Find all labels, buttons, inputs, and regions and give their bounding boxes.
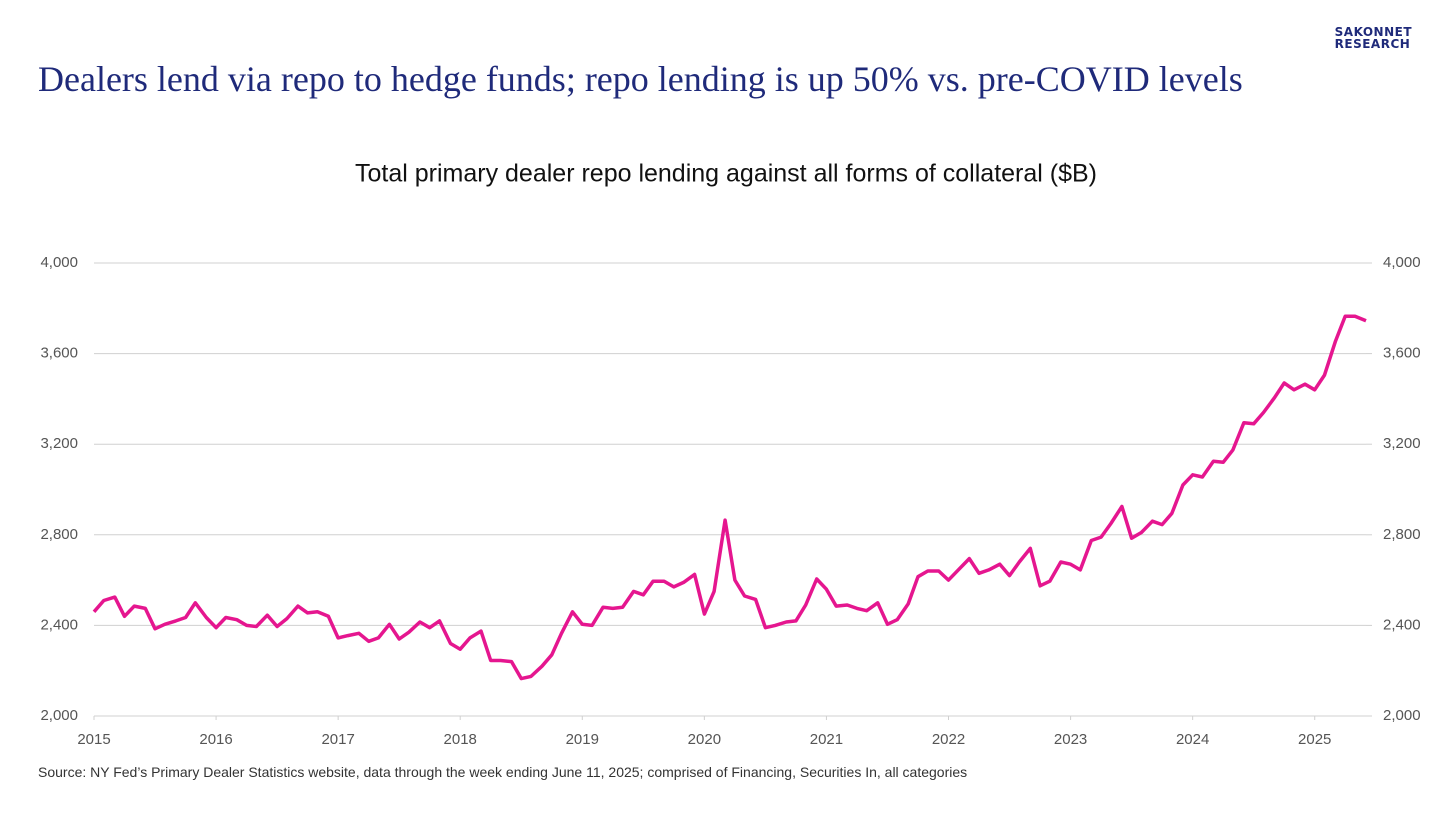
x-tick-label: 2022 <box>932 731 965 748</box>
y2-tick-label: 4,000 <box>1383 254 1421 271</box>
x-tick-label: 2016 <box>199 731 232 748</box>
y2-tick-label: 2,800 <box>1383 526 1421 543</box>
brand-logo: SAKONNET RESEARCH <box>1335 26 1412 50</box>
header-title: Dealers lend via repo to hedge funds; re… <box>38 59 1243 99</box>
brand-line: RESEARCH <box>1334 37 1411 51</box>
brand-line: SAKONNET <box>1334 25 1412 39</box>
x-tick-label: 2024 <box>1176 731 1209 748</box>
y-tick-label: 2,400 <box>40 616 78 633</box>
x-tick-label: 2018 <box>444 731 477 748</box>
y2-tick-label: 3,600 <box>1383 345 1421 362</box>
y2-tick-label: 3,200 <box>1383 435 1421 452</box>
chart-title: Total primary dealer repo lending agains… <box>355 160 1097 188</box>
y2-tick-label: 2,400 <box>1383 616 1421 633</box>
y2-tick-label: 2,000 <box>1383 707 1421 724</box>
x-tick-label: 2019 <box>566 731 599 748</box>
source-note: Source: NY Fed’s Primary Dealer Statisti… <box>38 764 968 780</box>
x-tick-label: 2025 <box>1298 731 1331 748</box>
x-tick-label: 2015 <box>77 731 110 748</box>
x-tick-label: 2017 <box>321 731 354 748</box>
y-tick-label: 3,200 <box>40 435 78 452</box>
y-tick-label: 3,600 <box>40 345 78 362</box>
x-tick-label: 2023 <box>1054 731 1087 748</box>
y-tick-label: 2,000 <box>40 707 78 724</box>
x-tick-label: 2021 <box>810 731 843 748</box>
data-line <box>92 314 1367 681</box>
y-tick-label: 4,000 <box>40 254 78 271</box>
x-tick-label: 2020 <box>688 731 721 748</box>
y-tick-label: 2,800 <box>40 526 78 543</box>
